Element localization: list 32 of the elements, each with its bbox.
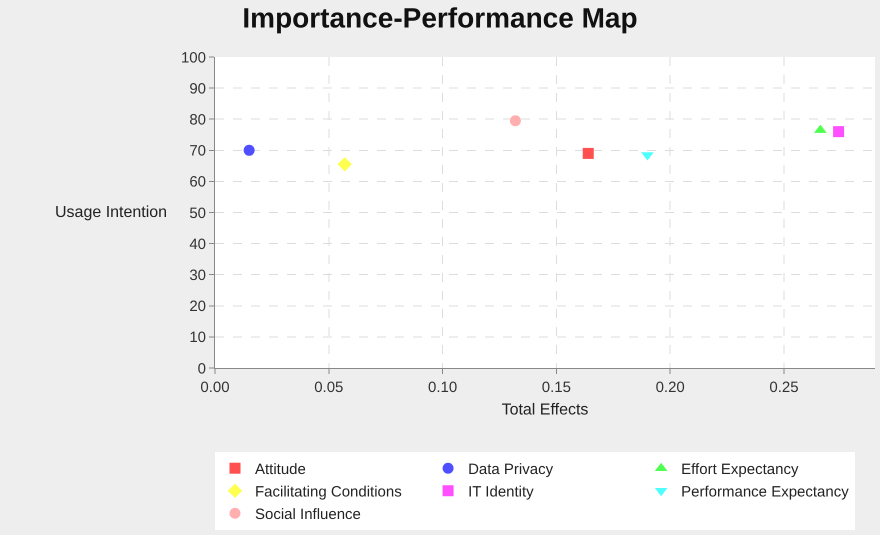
- x-tick-label: 0.10: [428, 379, 458, 396]
- y-tick-label: 50: [189, 204, 206, 222]
- y-tick-label: 60: [189, 174, 206, 191]
- legend-label: Effort Expectancy: [681, 461, 799, 478]
- legend-label: Attitude: [255, 461, 306, 478]
- point: [244, 144, 255, 156]
- y-tick-label: 10: [189, 329, 206, 346]
- x-tick-label: 0.15: [542, 379, 571, 396]
- legend-label: Performance Expectancy: [681, 484, 850, 501]
- y-tick-label: 90: [189, 80, 206, 98]
- x-tick-label: 0.20: [656, 379, 685, 396]
- point: [510, 115, 521, 126]
- x-tick-label: 0.00: [200, 379, 230, 396]
- x-tick-label: 0.25: [769, 379, 799, 396]
- point: [833, 126, 844, 138]
- legend-label: Data Privacy: [468, 461, 554, 478]
- point: [582, 148, 594, 159]
- y-tick-label: 0: [198, 360, 206, 378]
- y-tick-label: 100: [180, 49, 206, 66]
- y-tick-label: 70: [189, 142, 206, 160]
- y-tick-label: 20: [189, 298, 206, 316]
- y-tick-label: 30: [189, 266, 206, 284]
- chart-title: Importance-Performance Map: [242, 2, 638, 34]
- legend-label: IT Identity: [468, 484, 534, 501]
- y-tick-label: 40: [189, 236, 206, 253]
- y-tick-label: 80: [189, 111, 206, 128]
- point: [338, 157, 352, 172]
- x-axis-title: Total Effects: [502, 402, 588, 419]
- x-tick-label: 0.05: [314, 379, 344, 396]
- legend-label: Facilitating Conditions: [255, 484, 402, 501]
- legend-label: Social Influence: [255, 506, 361, 524]
- y-axis-title: Usage Intention: [55, 204, 168, 221]
